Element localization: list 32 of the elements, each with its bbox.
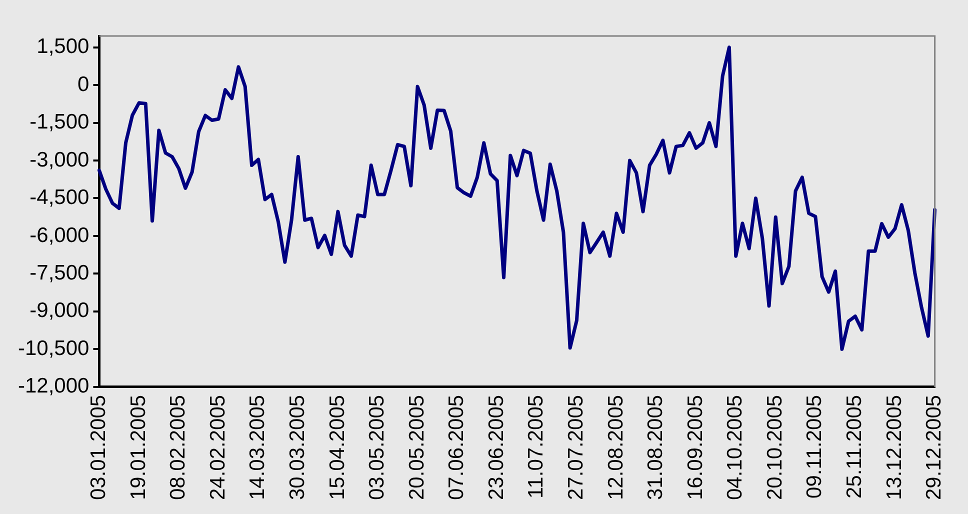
- y-tick-label: -10,500: [18, 336, 90, 360]
- y-tick-label: -12,000: [18, 374, 90, 398]
- x-tick-label: 09.11.2005: [803, 394, 826, 498]
- x-tick-label: 13.12.2005: [882, 394, 906, 500]
- x-tick-label: 12.08.2005: [604, 394, 628, 500]
- y-tick-label: -7,500: [30, 262, 90, 284]
- x-tick-label: 03.01.2005: [87, 394, 110, 500]
- x-tick-label: 25.11.2005: [843, 394, 866, 498]
- y-tick-label: -3,000: [30, 148, 90, 172]
- x-tick-label: 31.08.2005: [644, 394, 668, 500]
- y-tick-label: -1,500: [30, 110, 90, 134]
- y-tick-label: -9,000: [30, 299, 90, 322]
- x-tick-label: 07.06.2005: [445, 394, 468, 500]
- x-tick-label: 04.10.2005: [724, 394, 747, 500]
- x-tick-label: 20.05.2005: [405, 394, 428, 500]
- x-tick-label: 27.07.2005: [564, 394, 588, 500]
- x-tick-label: 14.03.2005: [246, 394, 270, 500]
- x-tick-label: 11.07.2005: [524, 394, 548, 498]
- x-tick-label: 23.06.2005: [484, 394, 508, 500]
- y-tick-label: 1,500: [36, 35, 90, 58]
- x-tick-label: 08.02.2005: [166, 394, 190, 500]
- x-tick-label: 29.12.2005: [922, 394, 946, 500]
- x-tick-label: 20.10.2005: [763, 394, 786, 500]
- y-tick-label: 0: [78, 72, 90, 96]
- y-tick-label: -6,000: [30, 224, 90, 247]
- x-tick-label: 30.03.2005: [286, 394, 309, 500]
- x-tick-label: 19.01.2005: [126, 394, 150, 500]
- x-tick-label: 16.09.2005: [684, 394, 707, 500]
- x-tick-label: 15.04.2005: [326, 394, 349, 500]
- x-tick-label: 03.05.2005: [366, 394, 389, 500]
- y-tick-label: -4,500: [30, 186, 90, 210]
- x-tick-label: 24.02.2005: [206, 394, 230, 500]
